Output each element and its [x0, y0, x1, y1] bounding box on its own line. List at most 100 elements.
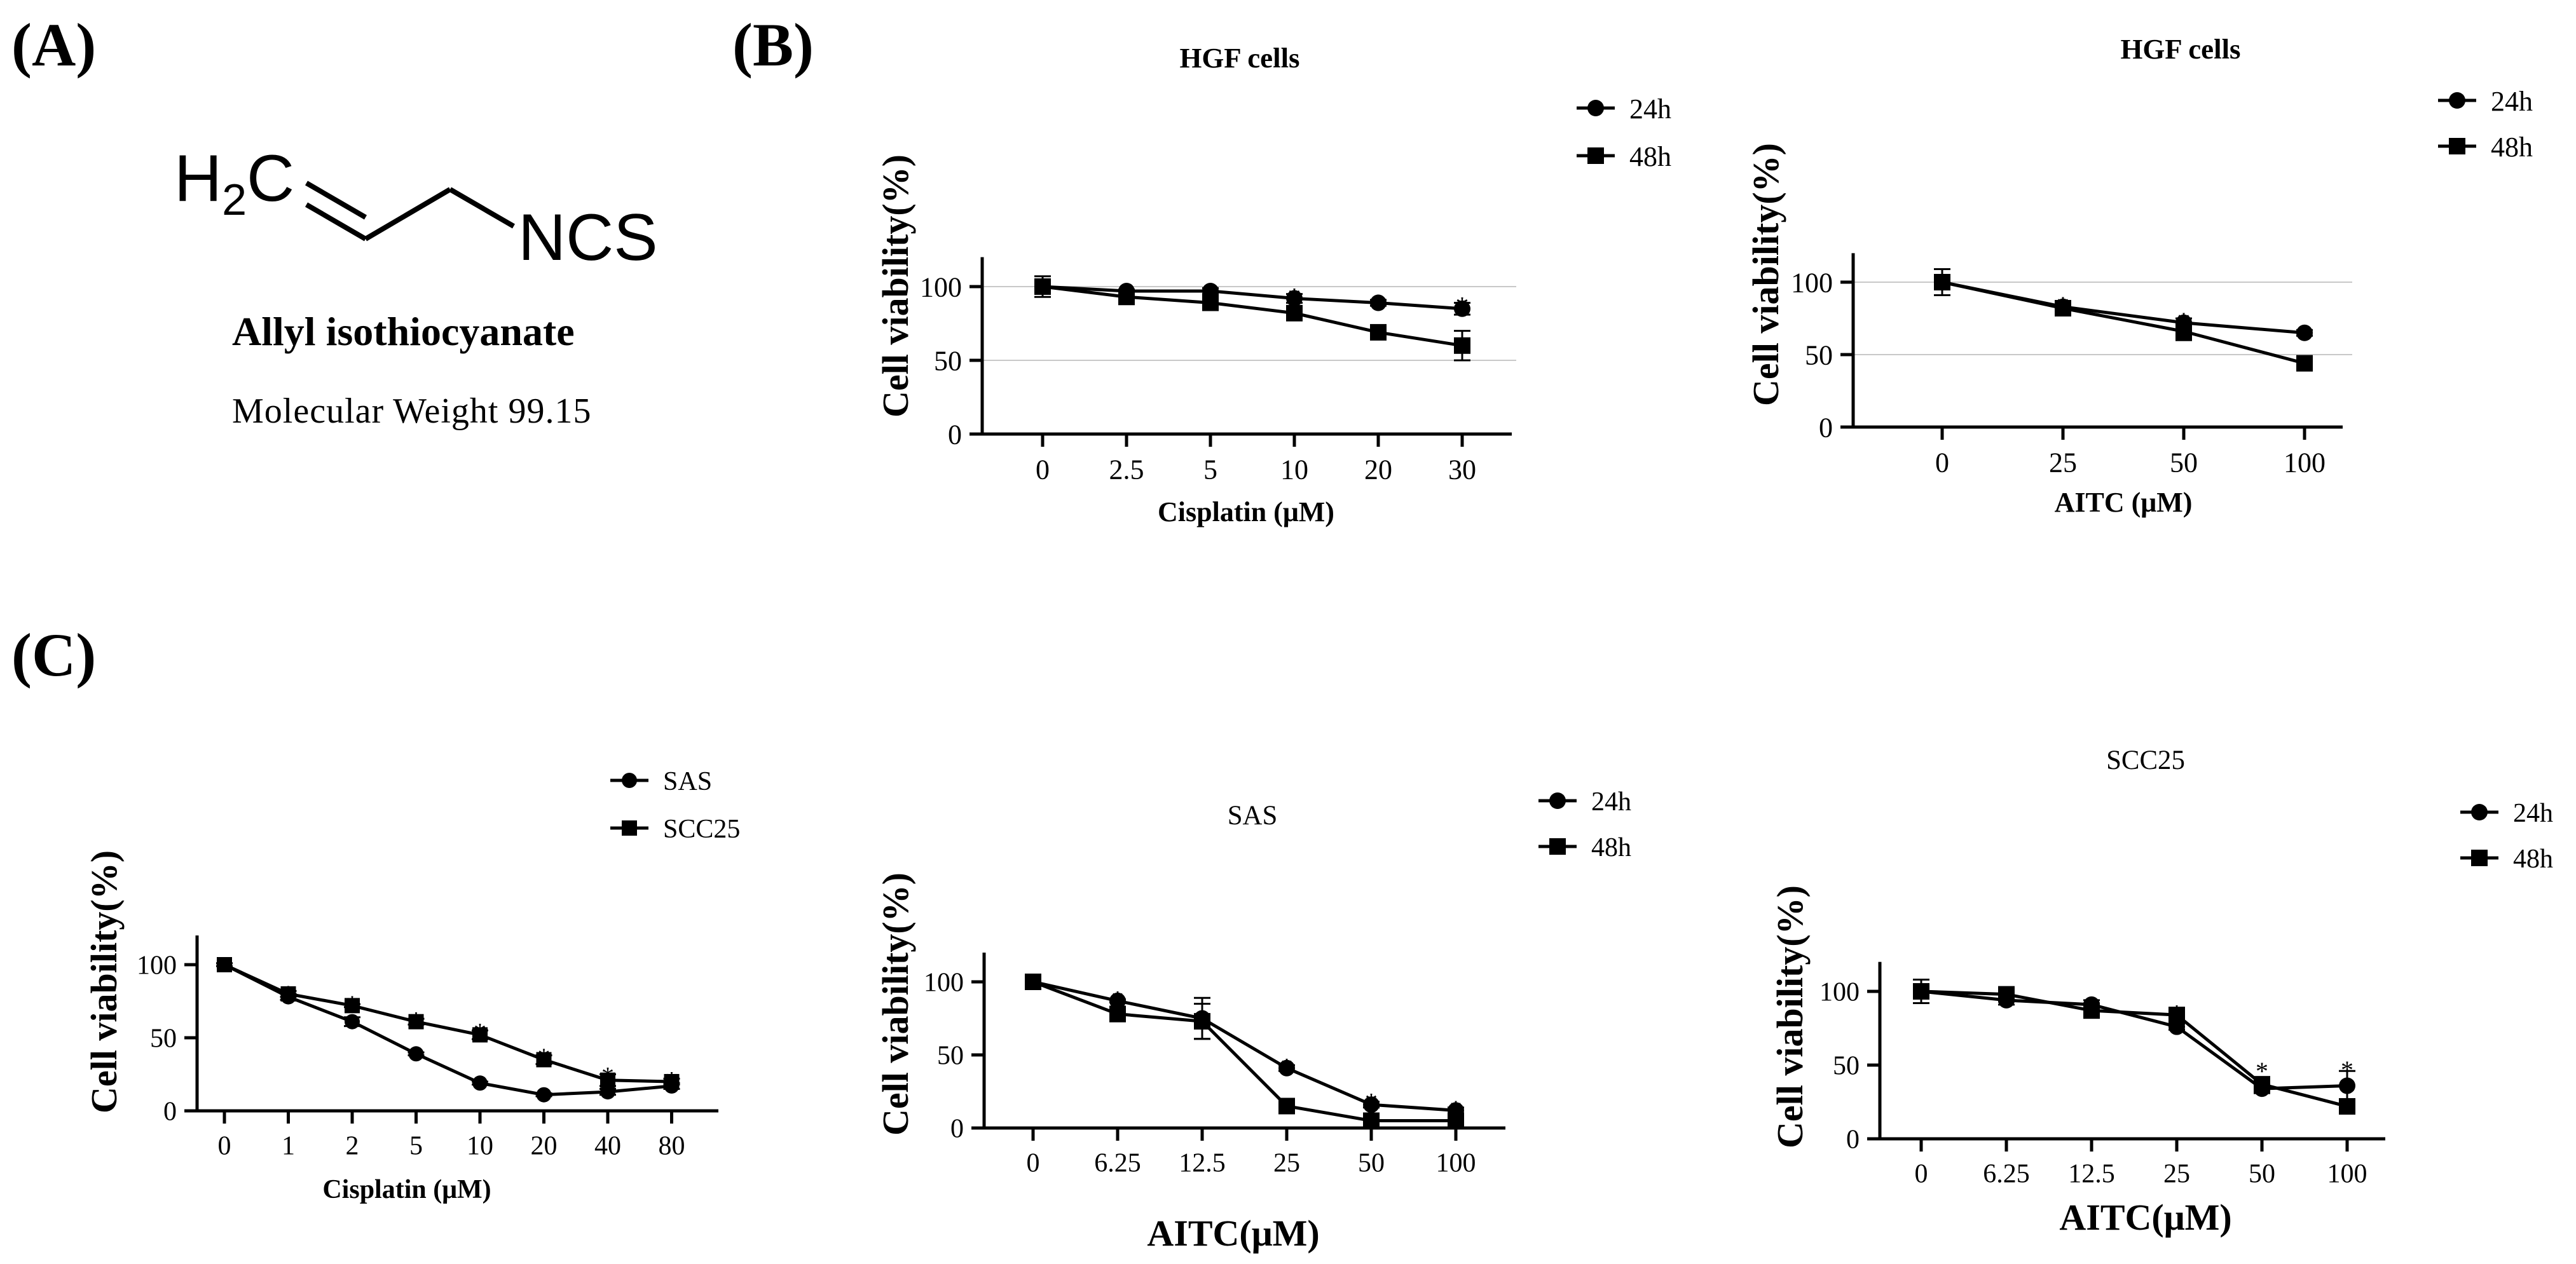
significance-star-2: *	[2298, 321, 2312, 350]
y-axis-label: Cell viability(%)	[875, 154, 916, 418]
significance-star-0: *	[1288, 283, 1301, 313]
significance-star-5: *	[601, 1062, 614, 1091]
x-tick-label-100: 100	[2284, 447, 2326, 479]
molecular-weight: Molecular Weight 99.15	[232, 391, 592, 431]
legend-marker-24h	[1549, 792, 1566, 809]
formula-h2c: H2C	[174, 141, 294, 225]
y-tick-label-50: 50	[937, 1042, 964, 1071]
legend-label-24h: 24h	[2513, 799, 2553, 828]
x-axis-label: AITC (μM)	[2055, 487, 2193, 518]
legend-label-48h: 48h	[2513, 845, 2553, 874]
data-point-24h-4	[1363, 1096, 1380, 1113]
legend-label-SCC25: SCC25	[663, 815, 740, 844]
data-point-48h-4	[1363, 1112, 1380, 1129]
y-tick-label-50: 50	[1833, 1052, 1860, 1081]
chart-title: HGF cells	[2120, 33, 2240, 65]
x-tick-label-80: 80	[659, 1131, 685, 1160]
x-tick-label-25: 25	[2163, 1159, 2190, 1188]
chart-title: HGF cells	[1179, 42, 1299, 74]
y-tick-label-50: 50	[934, 345, 962, 376]
series-line-48h	[1042, 285, 1463, 348]
data-point-SAS-6	[600, 1084, 615, 1100]
x-tick-label-0: 0	[1935, 447, 1949, 479]
y-tick-label-100: 100	[924, 968, 964, 998]
data-point-SCC25-4	[472, 1027, 488, 1043]
data-point-24h-3	[2296, 324, 2313, 341]
legend-label-24h: 24h	[1629, 93, 1671, 125]
data-point-24h-3	[1278, 1059, 1295, 1077]
compound-name: Allyl isothiocyanate	[232, 309, 575, 354]
data-point-SCC25-0	[217, 957, 232, 972]
bond-lines	[305, 180, 516, 241]
chart-title: SCC25	[2106, 745, 2185, 775]
series-line-48h	[1921, 989, 2348, 1108]
data-point-SAS-5	[536, 1087, 552, 1103]
y-tick-label-100: 100	[920, 271, 962, 302]
legend-label-48h: 48h	[2491, 132, 2533, 163]
data-point-48h-0	[1034, 278, 1051, 295]
y-tick-label-0: 0	[163, 1098, 177, 1127]
data-point-48h-3	[1278, 1098, 1295, 1115]
data-point-48h-0	[1934, 274, 1950, 290]
x-tick-label-10: 10	[467, 1131, 493, 1160]
data-point-48h-4	[2254, 1076, 2270, 1093]
data-point-48h-1	[1109, 1005, 1126, 1023]
significance-star-0: *	[2170, 1000, 2183, 1028]
x-tick-label-50: 50	[2249, 1159, 2275, 1188]
data-point-48h-2	[2083, 1002, 2100, 1019]
x-tick-label-0: 0	[1036, 454, 1050, 486]
legend-marker-24h	[1587, 100, 1604, 116]
x-tick-label-100: 100	[1436, 1148, 1476, 1178]
data-point-SCC25-2	[345, 998, 360, 1014]
chart-title: SAS	[1228, 801, 1278, 831]
x-tick-label-100: 100	[2327, 1159, 2367, 1188]
legend-label-48h: 48h	[1629, 141, 1671, 172]
x-tick-label-12.5: 12.5	[2068, 1159, 2115, 1188]
x-tick-label-5: 5	[409, 1131, 423, 1160]
data-point-48h-5	[2339, 1098, 2355, 1115]
data-point-SCC25-1	[280, 986, 296, 1002]
x-tick-label-0: 0	[218, 1131, 231, 1160]
x-tick-label-10: 10	[1280, 454, 1308, 486]
y-axis-label: Cell viability(%)	[875, 873, 916, 1136]
x-tick-label-50: 50	[2170, 447, 2198, 479]
legend-marker-48h	[1549, 838, 1566, 855]
x-tick-label-40: 40	[594, 1131, 621, 1160]
significance-star-3: *	[474, 1018, 486, 1047]
y-tick-label-100: 100	[137, 951, 177, 981]
data-point-24h-4	[1370, 294, 1387, 311]
series-line-24h	[1921, 989, 2348, 1091]
data-point-SCC25-6	[600, 1072, 615, 1088]
data-point-48h-5	[1448, 1112, 1464, 1129]
series-line-48h	[1942, 280, 2305, 365]
x-tick-label-25: 25	[2049, 447, 2077, 479]
x-tick-label-2.5: 2.5	[1109, 454, 1144, 486]
significance-star-1: *	[1372, 289, 1385, 318]
data-point-SAS-2	[345, 1014, 360, 1030]
x-tick-label-25: 25	[1273, 1148, 1300, 1178]
y-tick-label-0: 0	[1819, 412, 1833, 443]
formula-h: H	[174, 142, 223, 215]
data-point-48h-2	[1194, 1013, 1210, 1030]
x-tick-label-0: 0	[1027, 1148, 1040, 1178]
y-tick-label-0: 0	[948, 419, 962, 450]
data-point-48h-2	[1202, 294, 1219, 311]
legend-label-24h: 24h	[2491, 86, 2533, 117]
data-point-SAS-4	[472, 1075, 488, 1091]
series-line-SAS	[223, 963, 672, 1097]
significance-star-1: *	[2177, 308, 2191, 337]
y-tick-label-0: 0	[950, 1115, 964, 1144]
x-tick-label-6.25: 6.25	[1094, 1148, 1141, 1178]
data-point-48h-1	[1118, 289, 1135, 306]
data-point-48h-1	[2055, 300, 2071, 317]
significance-star-4: *	[538, 1043, 551, 1071]
compound-structure-figure: H2C NCS Allyl isothiocyanate Molecular W…	[165, 127, 712, 445]
x-tick-label-1: 1	[282, 1131, 295, 1160]
legend-marker-48h	[1587, 147, 1604, 164]
legend-marker-24h	[2449, 92, 2465, 109]
x-axis-label: AITC(μM)	[2059, 1197, 2231, 1238]
double-bond-lower	[305, 202, 367, 241]
